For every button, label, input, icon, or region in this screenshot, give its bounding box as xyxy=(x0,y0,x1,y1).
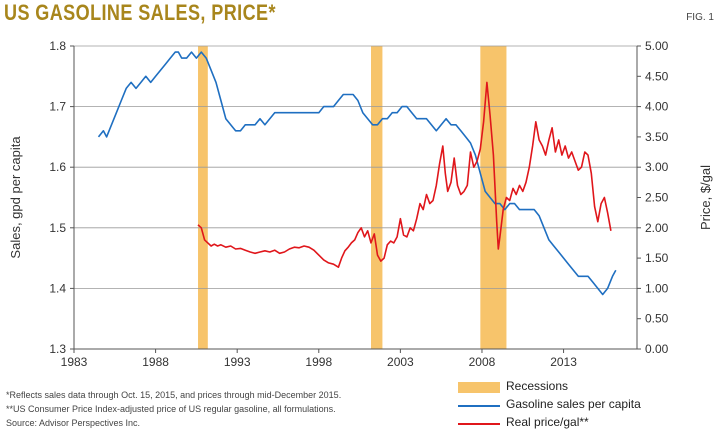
footnote-price-index: **US Consumer Price Index-adjusted price… xyxy=(6,404,336,414)
y2-tick-label: 4.00 xyxy=(645,100,669,114)
footnote-source: Source: Advisor Perspectives Inc. xyxy=(6,418,141,428)
x-tick-label: 1993 xyxy=(224,355,251,369)
y-tick-label: 1.3 xyxy=(49,342,66,356)
series-line-price xyxy=(197,81,612,269)
x-tick-label: 2013 xyxy=(550,355,577,369)
x-tick-label: 2008 xyxy=(469,355,496,369)
legend-label-sales: Gasoline sales per capita xyxy=(506,397,641,411)
x-tick-label: 1998 xyxy=(305,355,332,369)
legend-swatch-sales xyxy=(458,405,500,407)
y-axis-title: Sales, gpd per capita xyxy=(8,136,23,259)
recession-bands xyxy=(198,46,507,349)
recession-band-1 xyxy=(198,46,208,349)
series-lines xyxy=(97,51,617,296)
y-tick-label: 1.7 xyxy=(49,100,66,114)
series-line-sales xyxy=(97,51,617,296)
y2-tick-label: 2.00 xyxy=(645,221,669,235)
y-tick-label: 1.5 xyxy=(49,221,66,235)
x-tick-label: 1988 xyxy=(142,355,169,369)
figure-label: FIG. 1 xyxy=(686,12,714,23)
x-tick-label: 1983 xyxy=(61,355,88,369)
y2-tick-label: 3.50 xyxy=(645,130,669,144)
axes: 1.3 1.4 1.5 1.6 1.7 1.8 0.00 0.50 1.00 1.50 2.00 2.… xyxy=(8,39,713,369)
recession-band-2 xyxy=(371,46,383,349)
footnote-sales-data: *Reflects sales data through Oct. 15, 20… xyxy=(6,390,342,400)
x-tick-label: 2003 xyxy=(387,355,414,369)
recession-band-3 xyxy=(480,46,507,349)
gridlines xyxy=(74,45,637,350)
y2-tick-label: 1.00 xyxy=(645,281,669,295)
y-tick-label: 1.6 xyxy=(49,160,66,174)
legend-swatch-price xyxy=(458,423,500,425)
y2-tick-label: 4.50 xyxy=(645,69,669,83)
chart-title: US GASOLINE SALES, PRICE* xyxy=(4,0,276,25)
y2-tick-label: 2.50 xyxy=(645,191,669,205)
y2-tick-label: 1.50 xyxy=(645,251,669,265)
y-tick-label: 1.8 xyxy=(49,39,66,53)
y2-tick-label: 0.50 xyxy=(645,312,669,326)
legend-swatch-recessions xyxy=(458,382,500,393)
legend-label-recessions: Recessions xyxy=(506,379,569,393)
y2-tick-label: 5.00 xyxy=(645,39,669,53)
y2-tick-label: 0.00 xyxy=(645,342,669,356)
y2-axis-title: Price, $/gal xyxy=(698,165,713,230)
y2-tick-label: 3.00 xyxy=(645,160,669,174)
y-tick-label: 1.4 xyxy=(49,281,66,295)
legend-label-price: Real price/gal** xyxy=(506,415,589,429)
